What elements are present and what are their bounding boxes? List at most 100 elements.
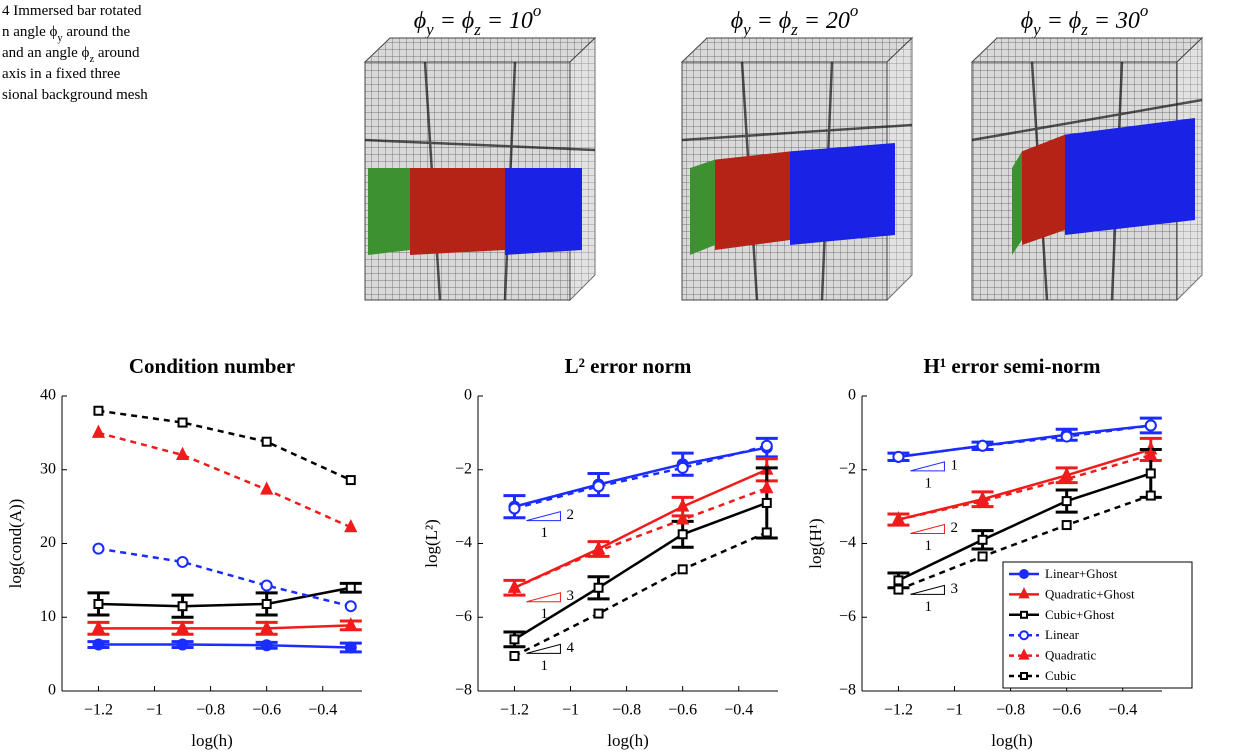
text-part: = ϕ (1041, 8, 1082, 34)
slope-rise: 2 (950, 520, 958, 536)
slope-rise: 4 (566, 640, 574, 656)
text-part: = 30 (1088, 8, 1140, 34)
series-line (514, 532, 766, 656)
caption-line: 4 Immersed bar rotated (2, 3, 142, 19)
x-axis-label: log(h) (991, 731, 1033, 750)
x-tick-label: −0.6 (252, 702, 281, 719)
text-part: sional background mesh (2, 87, 148, 103)
x-tick-label: −0.8 (612, 702, 641, 719)
box-top (365, 38, 595, 62)
marker (678, 463, 688, 473)
caption-line: n angle ϕy around the (2, 24, 130, 43)
slope-run: 1 (924, 475, 932, 491)
caption-line: axis in a fixed three (2, 66, 121, 82)
marker (894, 586, 902, 594)
y-tick-label: 20 (40, 534, 56, 551)
marker (679, 565, 687, 573)
marker (679, 530, 687, 538)
marker (262, 581, 272, 591)
series-line (514, 470, 766, 588)
marker (763, 499, 771, 507)
x-axis-label: log(h) (191, 731, 233, 750)
marker (510, 652, 518, 660)
marker (1020, 570, 1028, 578)
marker (347, 476, 355, 484)
immersed-bar (368, 168, 410, 255)
slope-rise: 1 (950, 457, 958, 473)
marker (894, 576, 902, 584)
marker (178, 557, 188, 567)
text-part: around the (63, 24, 131, 40)
legend-label: Cubic+Ghost (1045, 607, 1115, 622)
immersed-bar (715, 151, 790, 250)
legend-label: Quadratic (1045, 648, 1096, 663)
marker (178, 449, 188, 459)
immersed-bar (505, 168, 582, 255)
marker (179, 602, 187, 610)
slope-run: 1 (924, 538, 932, 554)
text-part: = ϕ (751, 8, 792, 34)
legend-label: Linear (1045, 627, 1080, 642)
text-part: = 10 (481, 8, 533, 34)
slope-rise: 2 (566, 507, 574, 523)
marker (262, 640, 272, 650)
superscript: o (533, 1, 541, 20)
y-tick-label: −2 (839, 460, 856, 477)
marker (93, 427, 103, 437)
slope-triangle (526, 644, 560, 653)
immersed-bar (790, 143, 895, 245)
superscript: o (1140, 1, 1148, 20)
marker (595, 610, 603, 618)
panel-title: ϕy = ϕz = 20o (731, 1, 859, 39)
x-tick-label: −0.4 (724, 702, 753, 719)
x-tick-label: −1.2 (884, 702, 913, 719)
slope-triangle (910, 585, 944, 594)
marker (179, 419, 187, 427)
marker (94, 407, 102, 415)
marker (509, 503, 519, 513)
marker (1020, 631, 1028, 639)
marker (93, 640, 103, 650)
text-part: 4 Immersed bar rotated (2, 3, 142, 19)
immersed-bar (690, 160, 715, 255)
text-part: around (94, 45, 140, 61)
figure: 4 Immersed bar rotated n angle ϕy around … (0, 0, 1260, 754)
slope-triangle (910, 525, 944, 534)
y-tick-label: 40 (40, 387, 56, 404)
y-tick-label: 0 (464, 387, 472, 404)
marker (594, 481, 604, 491)
x-tick-label: −1.2 (84, 702, 113, 719)
x-tick-label: −0.8 (196, 702, 225, 719)
x-axis-label: log(h) (607, 731, 649, 750)
x-tick-label: −1 (146, 702, 163, 719)
marker (1063, 521, 1071, 529)
series-line (514, 488, 766, 588)
marker (262, 484, 272, 494)
slope-rise: 3 (566, 588, 574, 604)
marker (509, 582, 519, 592)
marker (1147, 469, 1155, 477)
marker (1147, 492, 1155, 500)
immersed-bar (1022, 135, 1065, 245)
x-tick-label: −0.8 (996, 702, 1025, 719)
series-line (98, 433, 350, 527)
y-tick-label: 0 (848, 387, 856, 404)
marker (762, 441, 772, 451)
x-tick-label: −0.4 (1108, 702, 1137, 719)
slope-triangle (526, 512, 560, 521)
slope-triangle (526, 593, 560, 602)
text-part: and an angle ϕ (2, 45, 90, 61)
legend-label: Cubic (1045, 668, 1076, 683)
marker (979, 552, 987, 560)
text-part: ϕ (1021, 8, 1033, 34)
series-line (98, 549, 350, 607)
series-line (514, 446, 766, 509)
panel-title: ϕy = ϕz = 10o (414, 1, 542, 39)
series-line (898, 449, 1150, 519)
immersed-bar (1012, 151, 1022, 255)
y-tick-label: −8 (455, 682, 472, 699)
marker (510, 635, 518, 643)
marker (893, 452, 903, 462)
marker (1146, 421, 1156, 431)
slope-run: 1 (540, 525, 548, 541)
